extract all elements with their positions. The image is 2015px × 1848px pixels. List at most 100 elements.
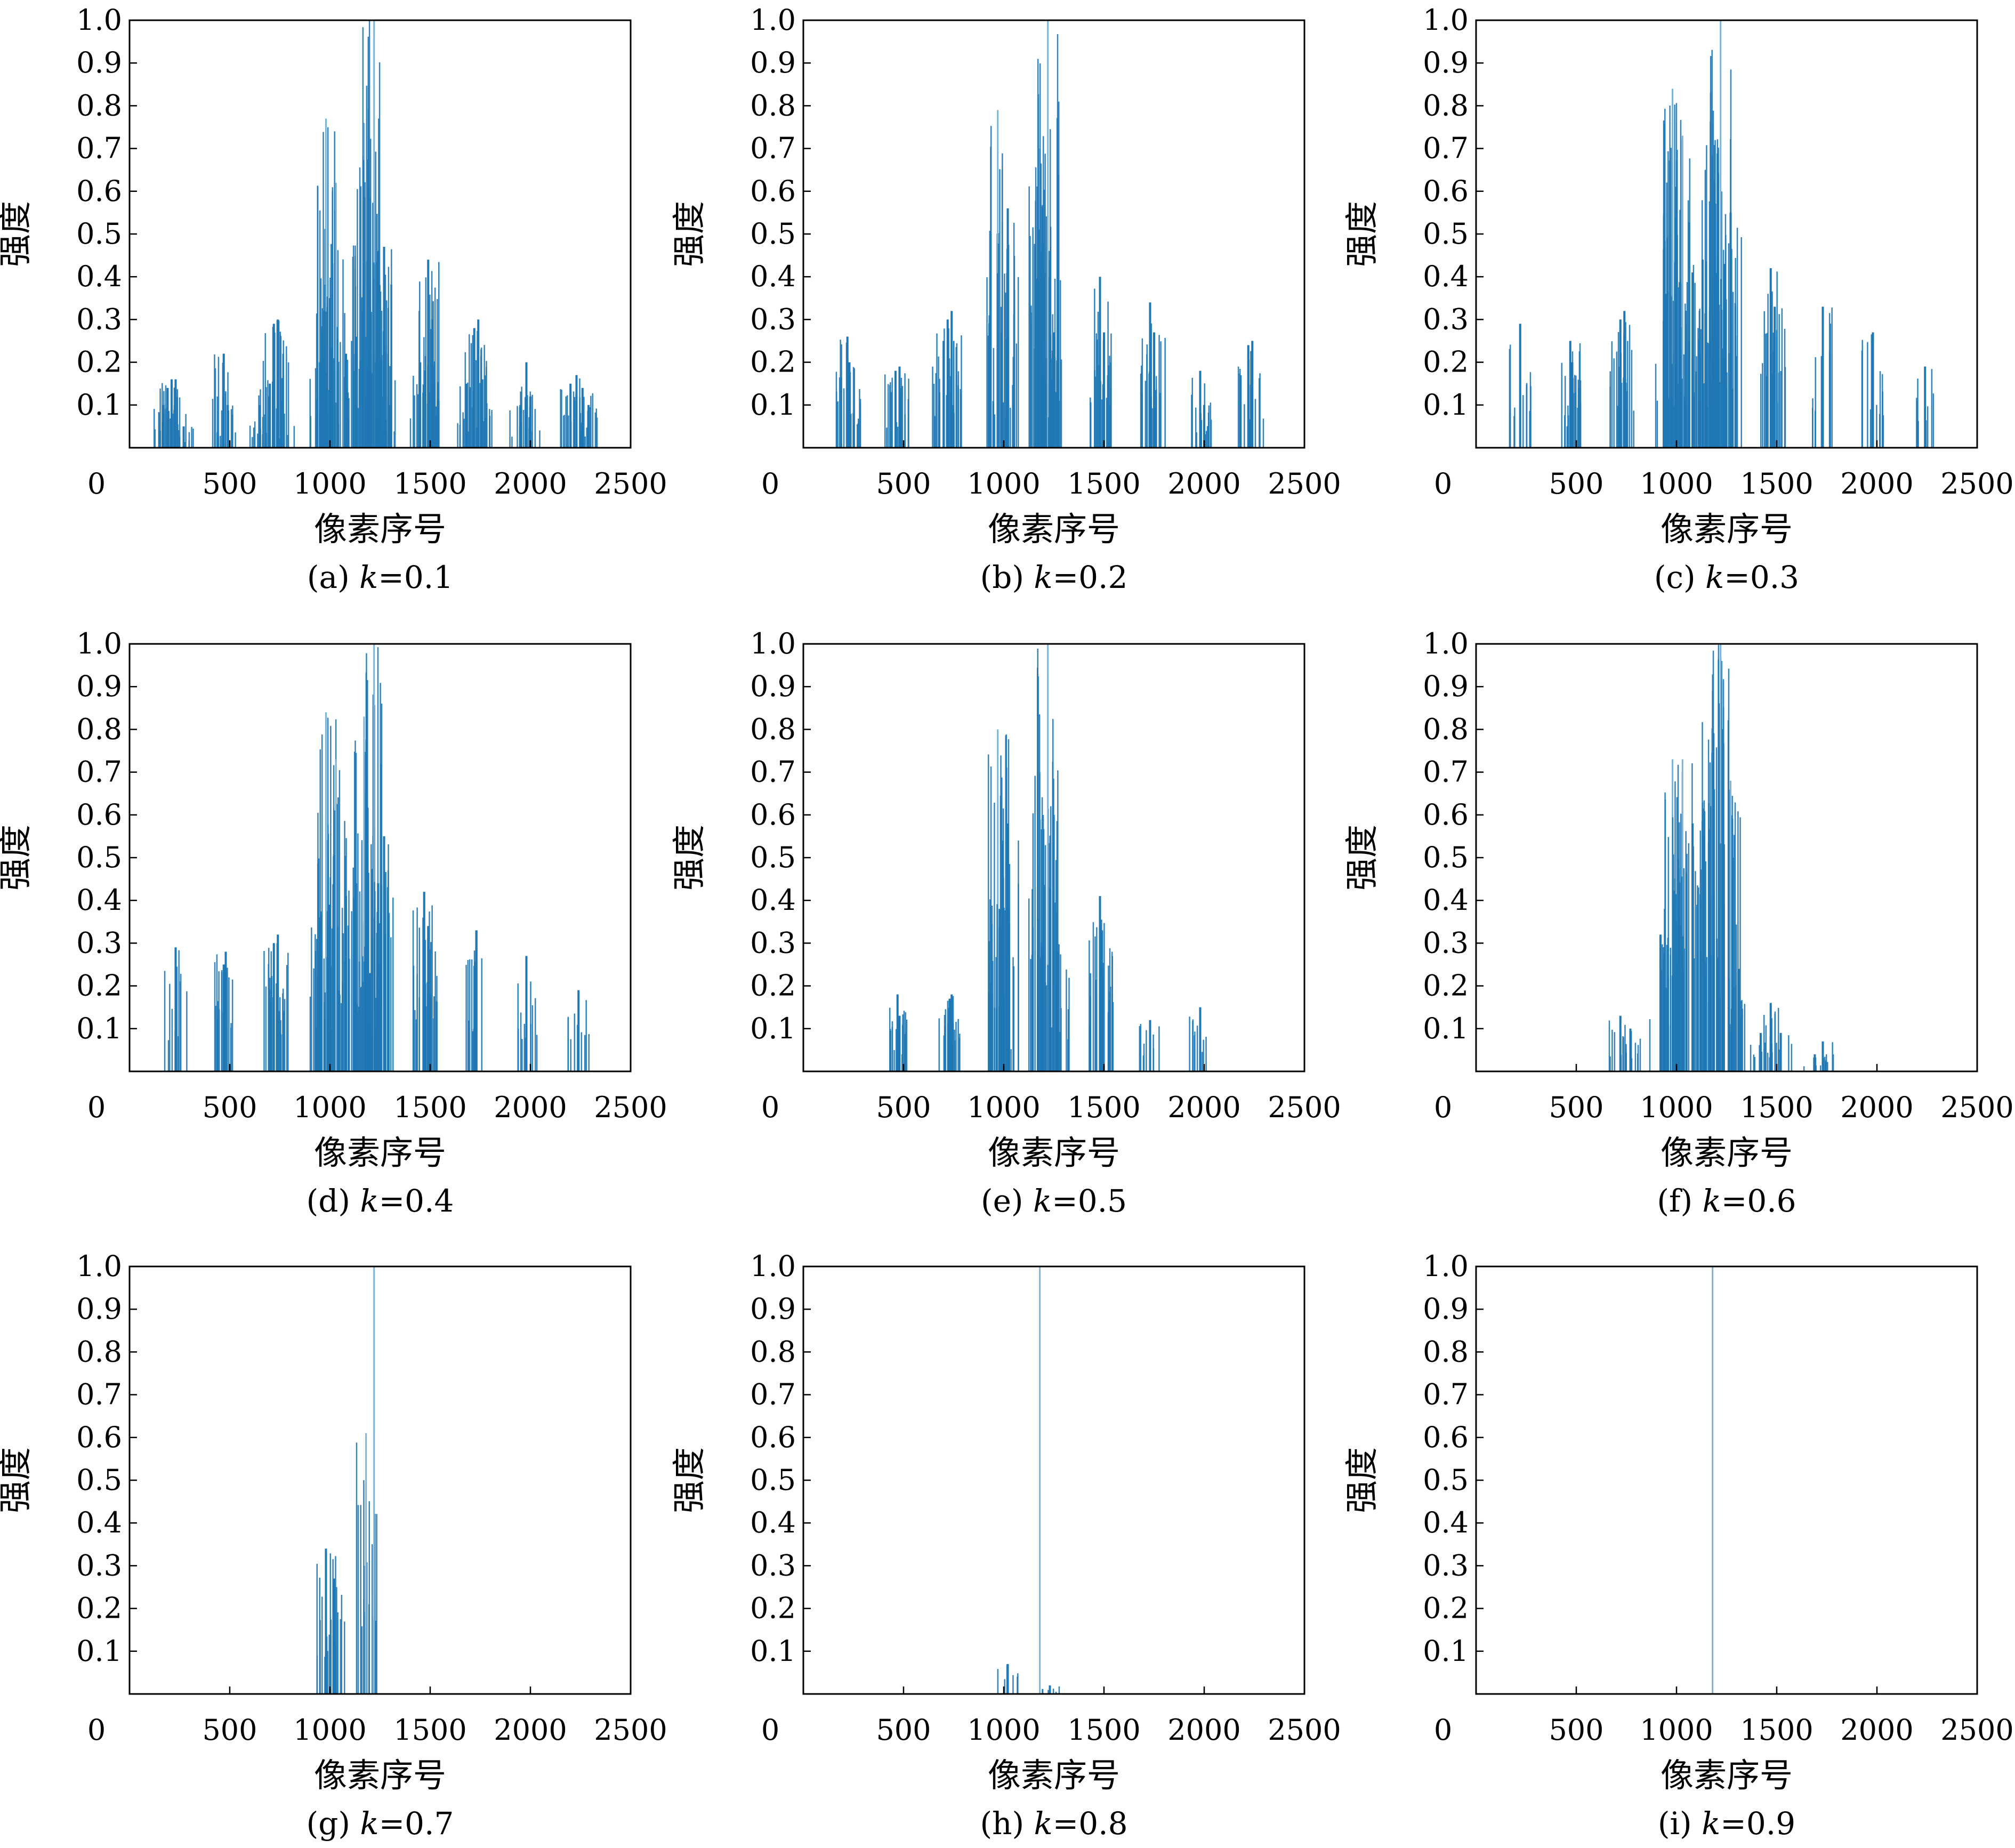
caption-value: =0.7 xyxy=(379,1805,454,1842)
panel-caption: (c) k=0.3 xyxy=(1654,559,1799,595)
x-tick-label: 1500 xyxy=(393,467,466,501)
caption-value: =0.9 xyxy=(1720,1805,1795,1842)
bar-series xyxy=(164,644,590,1071)
x-tick-label: 0 xyxy=(761,1091,779,1124)
panel-caption: (d) k=0.4 xyxy=(307,1183,454,1219)
x-axis-label: 像素序号 xyxy=(314,510,446,548)
bar-series xyxy=(153,20,598,448)
y-tick-label: 0.1 xyxy=(1423,388,1469,422)
caption-variable: k xyxy=(359,559,378,595)
x-tick-label: 2000 xyxy=(1167,1091,1240,1124)
x-tick-label: 1000 xyxy=(967,467,1040,501)
caption-variable: k xyxy=(1033,1183,1052,1219)
x-tick-label: 2500 xyxy=(1940,1713,2013,1747)
y-tick-label: 0.2 xyxy=(750,345,796,379)
y-tick-label: 0.1 xyxy=(76,1634,122,1668)
y-tick-label: 1.0 xyxy=(1423,627,1469,660)
y-tick-label: 0.1 xyxy=(750,1634,796,1668)
y-tick-label: 0.8 xyxy=(1423,712,1469,746)
y-tick-label: 0.4 xyxy=(1423,883,1469,917)
x-tick-label: 1500 xyxy=(393,1091,466,1124)
y-tick-label: 1.0 xyxy=(76,627,122,660)
y-tick-label: 0.6 xyxy=(76,174,122,208)
y-tick-label: 0.9 xyxy=(1423,1292,1469,1326)
bar-series xyxy=(889,644,1207,1071)
bar-series xyxy=(835,20,1264,448)
x-tick-label: 1000 xyxy=(967,1713,1040,1747)
panel-caption: (g) k=0.7 xyxy=(307,1805,454,1842)
caption-prefix: (f) xyxy=(1657,1183,1702,1219)
y-tick-label: 0.3 xyxy=(1423,1548,1469,1582)
y-tick-label: 0.3 xyxy=(76,926,122,959)
y-tick-label: 1.0 xyxy=(76,1249,122,1283)
y-tick-label: 0.1 xyxy=(1423,1012,1469,1045)
y-axis-label: 强度 xyxy=(1342,201,1381,267)
caption-variable: k xyxy=(1705,559,1724,595)
x-tick-label: 1500 xyxy=(1740,1091,1813,1124)
y-tick-label: 0.2 xyxy=(1423,345,1469,379)
y-tick-label: 0.1 xyxy=(76,388,122,422)
x-tick-label: 2500 xyxy=(1268,1091,1341,1124)
x-tick-label: 2500 xyxy=(594,467,667,501)
x-tick-label: 2500 xyxy=(594,1091,667,1124)
y-tick-label: 0.2 xyxy=(1423,1592,1469,1625)
x-tick-label: 0 xyxy=(1434,1713,1452,1747)
caption-variable: k xyxy=(1034,559,1052,595)
panel-caption: (f) k=0.6 xyxy=(1657,1183,1796,1219)
y-tick-label: 0.2 xyxy=(1423,969,1469,1003)
y-tick-label: 0.5 xyxy=(1423,1463,1469,1497)
x-tick-label: 500 xyxy=(1549,1091,1603,1124)
y-tick-label: 0.4 xyxy=(750,1506,796,1539)
x-tick-label: 1500 xyxy=(1740,1713,1813,1747)
x-tick-label: 2000 xyxy=(494,467,567,501)
y-tick-label: 0.6 xyxy=(1423,1421,1469,1454)
y-tick-label: 0.7 xyxy=(750,1378,796,1411)
y-tick-label: 1.0 xyxy=(76,3,122,37)
x-tick-label: 1000 xyxy=(1640,1091,1713,1124)
y-tick-label: 0.8 xyxy=(750,712,796,746)
x-tick-label: 0 xyxy=(761,1713,779,1747)
caption-variable: k xyxy=(360,1805,378,1842)
x-axis-label: 像素序号 xyxy=(1661,1756,1793,1795)
y-tick-label: 1.0 xyxy=(1423,1249,1469,1283)
x-axis-label: 像素序号 xyxy=(314,1756,446,1795)
panel-caption: (b) k=0.2 xyxy=(980,559,1128,595)
x-tick-label: 1500 xyxy=(1067,1713,1140,1747)
y-axis-label: 强度 xyxy=(0,1447,35,1513)
x-tick-label: 500 xyxy=(1549,1713,1603,1747)
y-tick-label: 0.9 xyxy=(1423,669,1469,703)
y-tick-label: 0.8 xyxy=(1423,88,1469,122)
y-tick-label: 0.6 xyxy=(76,1421,122,1454)
y-tick-label: 0.4 xyxy=(750,883,796,917)
y-tick-label: 0.9 xyxy=(750,46,796,79)
bar-series xyxy=(316,1266,377,1694)
x-tick-label: 500 xyxy=(202,467,257,501)
y-tick-label: 0.3 xyxy=(750,1548,796,1582)
chart-panel: 0.1 0.2 0.3 0.4 0.5 0.6 0.7 0.8 0.9 1.0 0 500 1000 15… xyxy=(1342,1249,2014,1842)
chart-panel: 0.1 0.2 0.3 0.4 0.5 0.6 0.7 0.8 0.9 1.0 0 500 1000 15… xyxy=(1342,627,2014,1219)
y-tick-label: 0.4 xyxy=(76,1506,122,1539)
y-tick-label: 0.5 xyxy=(1423,841,1469,874)
chart-panel: 0.1 0.2 0.3 0.4 0.5 0.6 0.7 0.8 0.9 1.0 0 500 1000 15… xyxy=(1342,3,2014,595)
y-tick-label: 0.3 xyxy=(76,1548,122,1582)
x-tick-label: 0 xyxy=(1434,1091,1452,1124)
y-tick-label: 0.3 xyxy=(1423,926,1469,959)
x-tick-label: 1000 xyxy=(293,1713,366,1747)
x-tick-label: 1000 xyxy=(967,1091,1040,1124)
y-tick-label: 0.5 xyxy=(750,1463,796,1497)
y-tick-label: 1.0 xyxy=(750,1249,796,1283)
y-tick-label: 0.2 xyxy=(76,345,122,379)
x-axis-label: 像素序号 xyxy=(988,1133,1120,1172)
y-tick-label: 0.7 xyxy=(750,755,796,789)
y-tick-label: 0.6 xyxy=(1423,798,1469,832)
x-tick-label: 1500 xyxy=(393,1713,466,1747)
x-axis-label: 像素序号 xyxy=(314,1133,446,1172)
y-tick-label: 0.5 xyxy=(1423,217,1469,251)
y-tick-label: 0.1 xyxy=(1423,1634,1469,1668)
x-tick-label: 2000 xyxy=(1840,1713,1913,1747)
x-tick-label: 500 xyxy=(202,1713,257,1747)
y-tick-label: 1.0 xyxy=(750,3,796,37)
caption-value: =0.6 xyxy=(1721,1183,1796,1219)
caption-prefix: (b) xyxy=(980,559,1034,595)
caption-value: =0.5 xyxy=(1052,1183,1127,1219)
